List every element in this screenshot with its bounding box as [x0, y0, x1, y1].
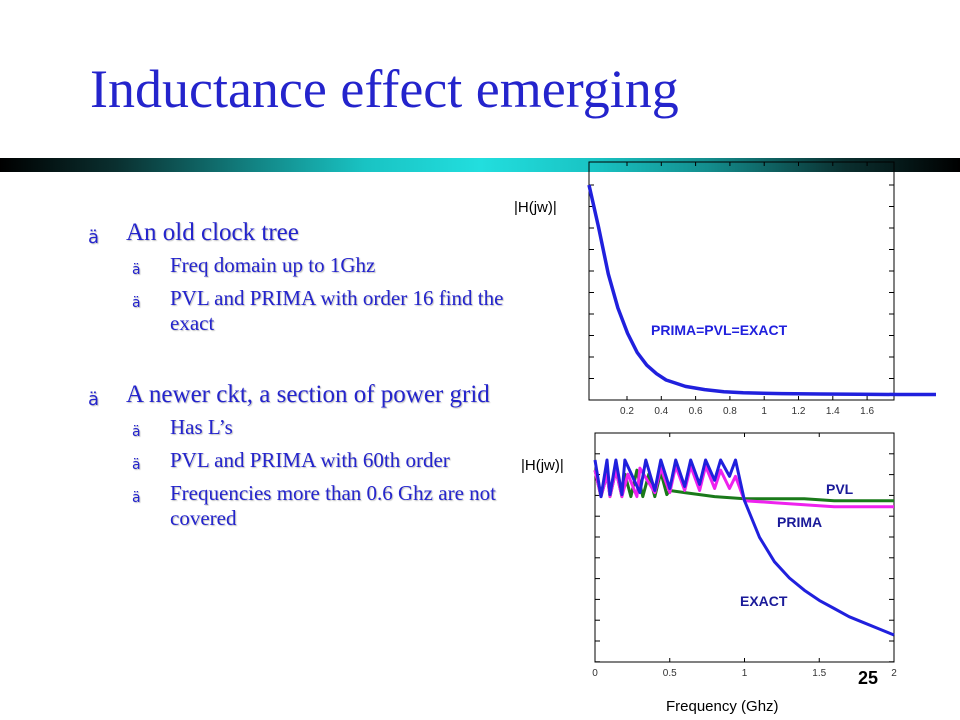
x-tick-label: 1.2 [792, 406, 806, 417]
slide-number: 25 [858, 668, 879, 688]
sub-bullet-item: ä PVL and PRIMA with order 16 find the ex… [132, 286, 508, 336]
bullet-list: ä An old clock tree ä Freq domain up to 1G… [88, 218, 508, 539]
series-line [587, 184, 936, 397]
chart-top-ylabel: |H(jw)| [514, 199, 557, 216]
chart-bottom-xlabel: Frequency (Ghz) [666, 698, 779, 715]
bullet-mark-icon: ä [88, 227, 100, 248]
x-tick-label: 1.5 [812, 668, 826, 679]
x-tick-label: 1 [742, 668, 748, 679]
sub-bullet-item: ä Frequencies more than 0.6 Ghz are not c… [132, 481, 508, 531]
chart-top-ticks: 0.2 0.4 0.6 0.8 1 1.2 1.4 1.6 [589, 162, 894, 417]
bullet-item: ä A newer ckt, a section of power grid [88, 380, 508, 410]
bullet-mark-icon: ä [132, 457, 141, 473]
x-tick-label: 0 [592, 668, 598, 679]
sub-bullet-item: ä PVL and PRIMA with 60th order [132, 448, 508, 473]
x-tick-label: 0.6 [689, 406, 703, 417]
x-tick-label: 1.6 [860, 406, 874, 417]
x-tick-label: 0.4 [654, 406, 668, 417]
x-tick-label: 1.4 [826, 406, 840, 417]
bullet-item: ä An old clock tree [88, 218, 508, 248]
bullet-text: A newer ckt, a section of power grid [126, 381, 490, 408]
x-tick-label: 0.5 [663, 668, 677, 679]
chart-bottom-series [593, 458, 895, 637]
bullet-mark-icon: ä [132, 424, 141, 440]
series-line [593, 458, 895, 637]
x-tick-label: 0.8 [723, 406, 737, 417]
chart-bottom-ylabel: |H(jw)| [521, 457, 564, 474]
bullet-mark-icon: ä [132, 490, 141, 506]
chart-bottom: 0 0.5 1 1.5 2 |H(jw)| Frequency (Ghz) PVL PR… [521, 432, 897, 715]
chart-top-series [587, 184, 936, 397]
sub-bullet-text: PVL and PRIMA with 60th order [170, 448, 450, 472]
bullet-mark-icon: ä [132, 295, 141, 311]
chart-bottom-ticks: 0 0.5 1 1.5 2 [592, 432, 897, 679]
series-label-prima: PRIMA [777, 514, 822, 530]
x-tick-label: 0.2 [620, 406, 634, 417]
chart-top: 0.2 0.4 0.6 0.8 1 1.2 1.4 1.6 |H(jw)| PRIMA=PVL… [514, 161, 936, 417]
slide-title: Inductance effect emerging [90, 59, 679, 119]
x-tick-label: 2 [891, 668, 897, 679]
x-tick-label: 1 [761, 406, 767, 417]
bullet-text: An old clock tree [126, 219, 299, 246]
chart-top-annotation: PRIMA=PVL=EXACT [651, 322, 788, 338]
bullet-mark-icon: ä [132, 262, 141, 278]
sub-bullet-item: ä Freq domain up to 1Ghz [132, 253, 508, 278]
series-label-exact: EXACT [740, 593, 788, 609]
sub-bullet-text: Freq domain up to 1Ghz [170, 253, 376, 277]
chart-top-frame [588, 161, 895, 401]
bullet-mark-icon: ä [88, 389, 100, 410]
sub-bullet-text: PVL and PRIMA with order 16 find the exa… [170, 286, 504, 335]
series-label-pvl: PVL [826, 481, 854, 497]
sub-bullet-text: Frequencies more than 0.6 Ghz are not co… [170, 481, 496, 530]
sub-bullet-item: ä Has L’s [132, 415, 508, 440]
sub-bullet-text: Has L’s [170, 415, 233, 439]
